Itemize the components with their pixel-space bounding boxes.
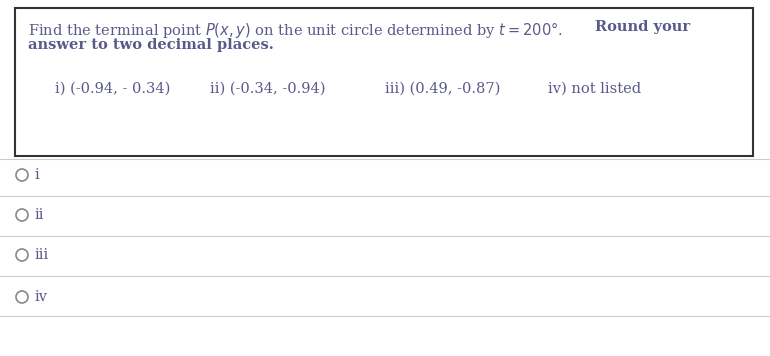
Circle shape — [16, 169, 28, 181]
Text: Round your: Round your — [595, 20, 690, 34]
Text: answer to two decimal places.: answer to two decimal places. — [28, 38, 274, 52]
Bar — [15, 8, 753, 156]
Text: i) (-0.94, - 0.34): i) (-0.94, - 0.34) — [55, 82, 170, 96]
Text: iii) (0.49, -0.87): iii) (0.49, -0.87) — [385, 82, 500, 96]
Circle shape — [16, 209, 28, 221]
Text: iv) not listed: iv) not listed — [548, 82, 641, 96]
Text: Find the terminal point $P(x, y)$ on the unit circle determined by $t = 200°$.: Find the terminal point $P(x, y)$ on the… — [28, 20, 564, 40]
Text: iv: iv — [35, 290, 48, 304]
Text: ii) (-0.34, -0.94): ii) (-0.34, -0.94) — [210, 82, 326, 96]
Circle shape — [16, 291, 28, 303]
Text: ii: ii — [35, 208, 45, 222]
Text: i: i — [35, 168, 40, 182]
Text: iii: iii — [35, 248, 49, 262]
Circle shape — [16, 249, 28, 261]
